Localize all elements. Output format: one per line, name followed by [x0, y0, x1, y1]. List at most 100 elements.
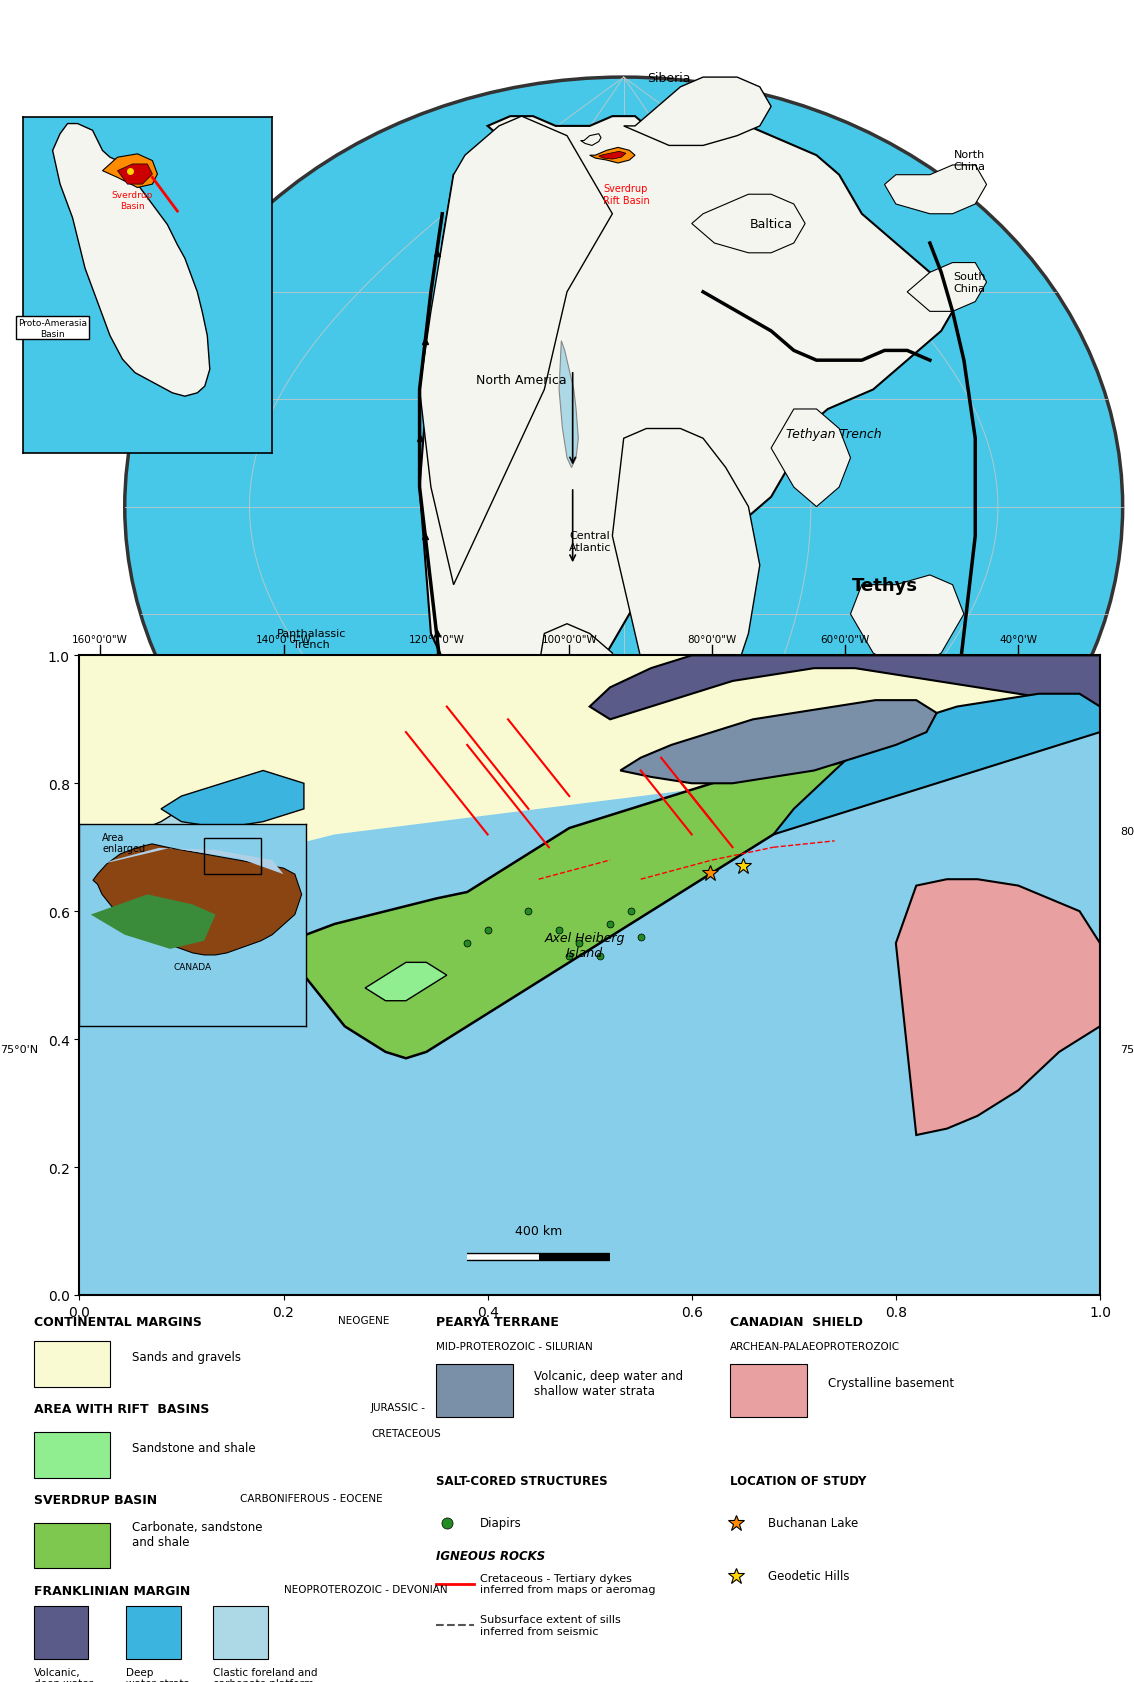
Bar: [34, 1606, 88, 1658]
Polygon shape: [118, 165, 152, 185]
Text: 75°0'N: 75°0'N: [0, 1045, 39, 1055]
Text: 75°0'N: 75°0'N: [1120, 1045, 1134, 1055]
Text: 140°0'0"W: 140°0'0"W: [255, 634, 312, 644]
Text: 160°0'0"W: 160°0'0"W: [71, 634, 128, 644]
Text: Clastic foreland and
carbonate platform
strata: Clastic foreland and carbonate platform …: [213, 1667, 318, 1682]
Text: SALT-CORED STRUCTURES: SALT-CORED STRUCTURES: [437, 1473, 608, 1487]
Polygon shape: [420, 118, 612, 585]
Bar: [34, 1342, 110, 1386]
Polygon shape: [544, 809, 816, 878]
Text: 80°0'0"N: 80°0'0"N: [1120, 828, 1134, 838]
Text: Tethys: Tethys: [852, 577, 917, 594]
Polygon shape: [581, 135, 601, 146]
Polygon shape: [850, 575, 964, 673]
Polygon shape: [612, 429, 760, 760]
Polygon shape: [559, 341, 578, 468]
Text: Tethyan Trench: Tethyan Trench: [786, 427, 881, 441]
Text: Proto-Amerasia
Basin: Proto-Amerasia Basin: [18, 320, 87, 338]
Bar: [34, 1431, 110, 1477]
Text: South
America: South America: [547, 698, 599, 727]
Text: Late Jurassic: Late Jurassic: [559, 1102, 688, 1120]
Text: ARCHEAN-PALAEOPROTEROZOIC: ARCHEAN-PALAEOPROTEROZOIC: [730, 1342, 900, 1351]
Polygon shape: [91, 895, 215, 949]
Text: Deep
water strata: Deep water strata: [126, 1667, 191, 1682]
Text: CARBONIFEROUS - EOCENE: CARBONIFEROUS - EOCENE: [240, 1494, 383, 1502]
Text: Sands and gravels: Sands and gravels: [132, 1351, 240, 1362]
Text: North America: North America: [476, 373, 567, 387]
Ellipse shape: [125, 77, 1123, 937]
Text: PEARYA TERRANE: PEARYA TERRANE: [437, 1315, 559, 1327]
Polygon shape: [599, 151, 626, 160]
Bar: [730, 1364, 806, 1416]
Polygon shape: [93, 844, 302, 955]
Text: 120°0'0"W: 120°0'0"W: [408, 634, 465, 644]
Text: Volcanic,
deep water
strata: Volcanic, deep water strata: [34, 1667, 93, 1682]
Polygon shape: [110, 809, 232, 893]
Text: 60°0'0"W: 60°0'0"W: [820, 634, 870, 644]
Text: Subsurface extent of sills
inferred from seismic: Subsurface extent of sills inferred from…: [480, 1615, 620, 1637]
Text: Cretaceous - Tertiary dykes
inferred from maps or aeromag: Cretaceous - Tertiary dykes inferred fro…: [480, 1573, 655, 1595]
Text: NEOPROTEROZOIC - DEVONIAN: NEOPROTEROZOIC - DEVONIAN: [284, 1584, 448, 1593]
Text: Crystalline basement: Crystalline basement: [828, 1376, 955, 1389]
Text: Panthalassic
Trench: Panthalassic Trench: [277, 627, 347, 649]
Text: South
China: South China: [954, 272, 985, 294]
Polygon shape: [692, 195, 805, 254]
Text: CONTINENTAL MARGINS: CONTINENTAL MARGINS: [34, 1315, 202, 1327]
Text: IGNEOUS ROCKS: IGNEOUS ROCKS: [437, 1549, 545, 1563]
Polygon shape: [620, 701, 937, 784]
Text: Area
enlarged: Area enlarged: [102, 833, 145, 854]
Text: 40°0'W: 40°0'W: [999, 634, 1038, 644]
Text: North
China: North China: [954, 150, 985, 172]
Text: Sandstone and shale: Sandstone and shale: [132, 1441, 255, 1453]
Polygon shape: [79, 656, 1100, 944]
Polygon shape: [771, 410, 850, 508]
Polygon shape: [365, 962, 447, 1001]
Text: Sverdrup
Rift Basin: Sverdrup Rift Basin: [602, 185, 650, 205]
Text: LOCATION OF STUDY: LOCATION OF STUDY: [730, 1473, 866, 1487]
Text: Siberia: Siberia: [648, 72, 691, 84]
Polygon shape: [885, 167, 987, 215]
Polygon shape: [773, 695, 1100, 834]
Polygon shape: [624, 77, 771, 146]
Bar: [204, 838, 261, 875]
Text: SVERDRUP BASIN: SVERDRUP BASIN: [34, 1494, 156, 1505]
Bar: [126, 1606, 180, 1658]
Text: 100°0'0"W: 100°0'0"W: [541, 634, 598, 644]
Text: Geodetic Hills: Geodetic Hills: [769, 1569, 849, 1583]
Bar: [34, 1524, 110, 1568]
Text: Diapirs: Diapirs: [480, 1517, 522, 1529]
Text: Carbonate, sandstone
and shale: Carbonate, sandstone and shale: [132, 1521, 262, 1549]
Polygon shape: [420, 118, 953, 760]
Text: Volcanic, deep water and
shallow water strata: Volcanic, deep water and shallow water s…: [534, 1369, 684, 1398]
Polygon shape: [522, 624, 624, 809]
Polygon shape: [161, 770, 304, 829]
Text: PANGEA: PANGEA: [574, 1034, 674, 1055]
Polygon shape: [102, 848, 284, 875]
Text: JURASSIC -: JURASSIC -: [371, 1403, 426, 1411]
Polygon shape: [52, 124, 210, 397]
Text: NEOGENE: NEOGENE: [338, 1315, 390, 1325]
Bar: [437, 1364, 513, 1416]
Text: Axel Heiberg
Island: Axel Heiberg Island: [544, 932, 625, 959]
Bar: [213, 1606, 268, 1658]
Text: CRETACEOUS: CRETACEOUS: [371, 1428, 441, 1438]
Polygon shape: [181, 893, 263, 937]
Polygon shape: [907, 264, 987, 313]
Text: Baltica: Baltica: [750, 219, 793, 230]
Polygon shape: [590, 656, 1100, 720]
Text: 400 km: 400 km: [515, 1224, 562, 1238]
Text: CANADIAN  SHIELD: CANADIAN SHIELD: [730, 1315, 863, 1327]
Text: Sverdrup
Basin: Sverdrup Basin: [112, 192, 153, 210]
Text: AREA WITH RIFT  BASINS: AREA WITH RIFT BASINS: [34, 1403, 209, 1415]
Text: MID-PROTEROZOIC - SILURIAN: MID-PROTEROZOIC - SILURIAN: [437, 1342, 593, 1351]
Text: CANADA: CANADA: [174, 962, 212, 972]
Polygon shape: [102, 155, 158, 188]
Text: Buchanan Lake: Buchanan Lake: [769, 1517, 858, 1529]
Text: Panthalassa: Panthalassa: [132, 693, 254, 711]
Polygon shape: [590, 148, 635, 163]
Text: Central
Atlantic: Central Atlantic: [568, 530, 611, 552]
Polygon shape: [284, 759, 886, 1058]
Text: FRANKLINIAN MARGIN: FRANKLINIAN MARGIN: [34, 1584, 189, 1596]
Text: 80°0'0"W: 80°0'0"W: [687, 634, 737, 644]
Polygon shape: [896, 880, 1100, 1135]
